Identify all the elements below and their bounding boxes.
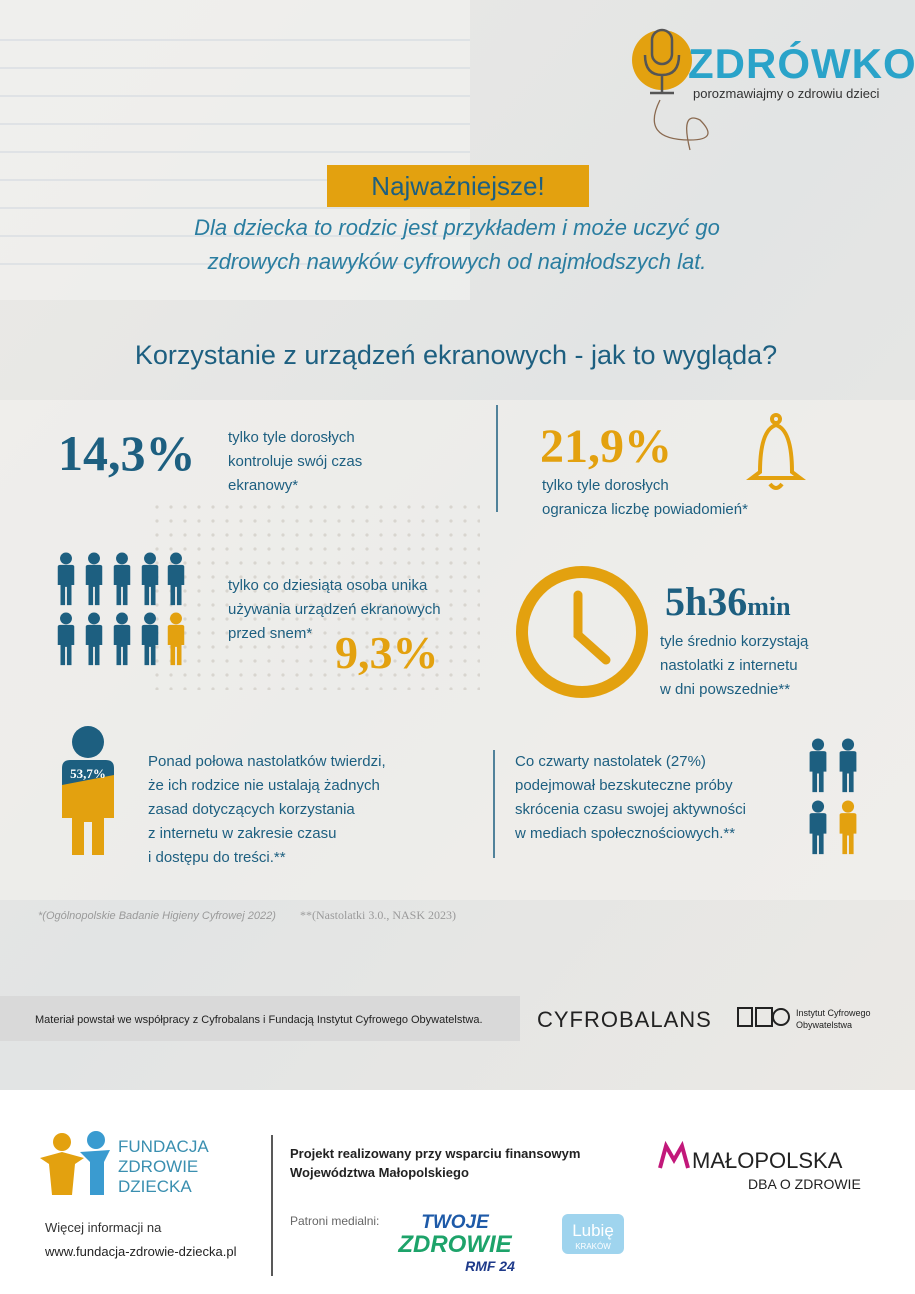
stat-text: przed snem* xyxy=(228,625,312,642)
icon-label: 53,7% xyxy=(70,766,106,781)
stat-value-unit: min xyxy=(747,592,791,621)
stat-value-number: 5h36 xyxy=(665,579,747,624)
highlight-title: Najważniejsze! xyxy=(371,171,544,201)
stat-text: skrócenia czasu swojej aktywności xyxy=(515,801,746,818)
highlight-line: Dla dziecka to rodzic jest przykładem i … xyxy=(194,215,720,240)
logo: ZDRÓWKO porozmawiajmy o zdrowiu dzieci xyxy=(632,28,915,151)
stat-value: 21,9% xyxy=(540,420,672,473)
malopolska-name: MAŁOPOLSKA xyxy=(692,1148,843,1173)
info-link: www.fundacja-zdrowie-dziecka.pl xyxy=(44,1244,237,1259)
logo-cable xyxy=(653,99,709,151)
stat-text: tylko tyle dorosłych xyxy=(542,477,669,494)
malopolska-sub: DBA O ZDROWIE xyxy=(748,1176,861,1192)
foundation-name: ZDROWIE xyxy=(118,1157,198,1176)
bell-icon xyxy=(746,413,806,490)
cooperation-band xyxy=(0,996,520,1041)
stat-text: zasad dotyczących korzystania xyxy=(148,801,355,818)
twoje-zdrowie-logo: TWOJE xyxy=(421,1212,490,1233)
project-text: Projekt realizowany przy wsparciu finans… xyxy=(290,1146,580,1161)
heading: Korzystanie z urządzeń ekranowych - jak … xyxy=(135,340,777,370)
info-text: Więcej informacji na xyxy=(45,1220,162,1235)
lubie-krakow-box xyxy=(562,1214,624,1254)
stat-text: w dni powszednie** xyxy=(659,681,790,698)
stat-value: 9,3% xyxy=(335,627,439,678)
project-text: Województwa Małopolskiego xyxy=(290,1165,469,1180)
stat-text: ekranowy* xyxy=(228,477,298,494)
foundation-name: DZIECKA xyxy=(118,1177,192,1196)
foundation-name: FUNDACJA xyxy=(118,1137,209,1156)
stat-text: z internetu w zakresie czasu xyxy=(148,825,336,842)
patrons-label: Patroni medialni: xyxy=(290,1214,379,1228)
stat-text: że ich rodzice nie ustalają żadnych xyxy=(148,777,380,794)
stat-value: 5h36min xyxy=(665,579,791,624)
stat-text: tyle średnio korzystają xyxy=(660,633,809,650)
stat-text: podejmował bezskuteczne próby xyxy=(515,777,733,794)
footer-background xyxy=(0,1090,915,1294)
person-split-icon xyxy=(62,726,114,855)
logo-mic xyxy=(650,28,674,66)
stat-text: używania urządzeń ekranowych xyxy=(228,601,441,618)
stat-text: ogranicza liczbę powiadomień* xyxy=(542,501,748,518)
stat-text: kontroluje swój czas xyxy=(228,453,362,470)
footnote: *(Ogólnopolskie Badanie Higieny Cyfrowej… xyxy=(38,910,276,922)
logo-circle xyxy=(632,30,692,90)
ico-text: Obywatelstwa xyxy=(796,1020,852,1030)
lubie-krakow-logo: Lubię xyxy=(572,1221,614,1240)
lubie-krakow-logo: KRAKÓW xyxy=(575,1242,611,1251)
logo-tagline: porozmawiajmy o zdrowiu dzieci xyxy=(693,86,880,101)
logo-mic-stand xyxy=(643,54,681,95)
stat-text: nastolatki z internetu xyxy=(660,657,798,674)
stat-text: tylko co dziesiąta osoba unika xyxy=(228,577,428,594)
twoje-zdrowie-logo: ZDROWIE xyxy=(397,1231,512,1258)
notebook-paper xyxy=(0,0,470,300)
foundation-logo-icon xyxy=(40,1131,110,1195)
stat-text: tylko tyle dorosłych xyxy=(228,429,355,446)
rmf-logo: RMF 24 xyxy=(465,1258,515,1274)
dot-pattern xyxy=(150,500,480,690)
ico-logo xyxy=(737,1007,790,1027)
footnote: **(Nastolatki 3.0., NASK 2023) xyxy=(300,908,456,922)
clock-icon xyxy=(516,566,648,698)
cooperation-text: Materiał powstał we współpracy z Cyfroba… xyxy=(35,1014,483,1026)
highlight-line: zdrowych nawyków cyfrowych od najmłodszy… xyxy=(207,249,707,274)
malopolska-mark xyxy=(658,1140,690,1169)
stat-text: w mediach społecznościowych.** xyxy=(514,825,735,842)
cyfrobalans-logo: CYFROBALANS xyxy=(537,1007,712,1032)
stat-text: Co czwarty nastolatek (27%) xyxy=(515,753,706,770)
ico-text: Instytut Cyfrowego xyxy=(796,1008,871,1018)
highlight-box xyxy=(327,165,589,207)
stat-text: Ponad połowa nastolatków twierdzi, xyxy=(148,753,386,770)
logo-name: ZDRÓWKO xyxy=(688,39,915,87)
stat-text: i dostępu do treści.** xyxy=(148,849,286,866)
notebook-lines xyxy=(0,39,470,265)
stat-value: 14,3% xyxy=(58,425,196,481)
